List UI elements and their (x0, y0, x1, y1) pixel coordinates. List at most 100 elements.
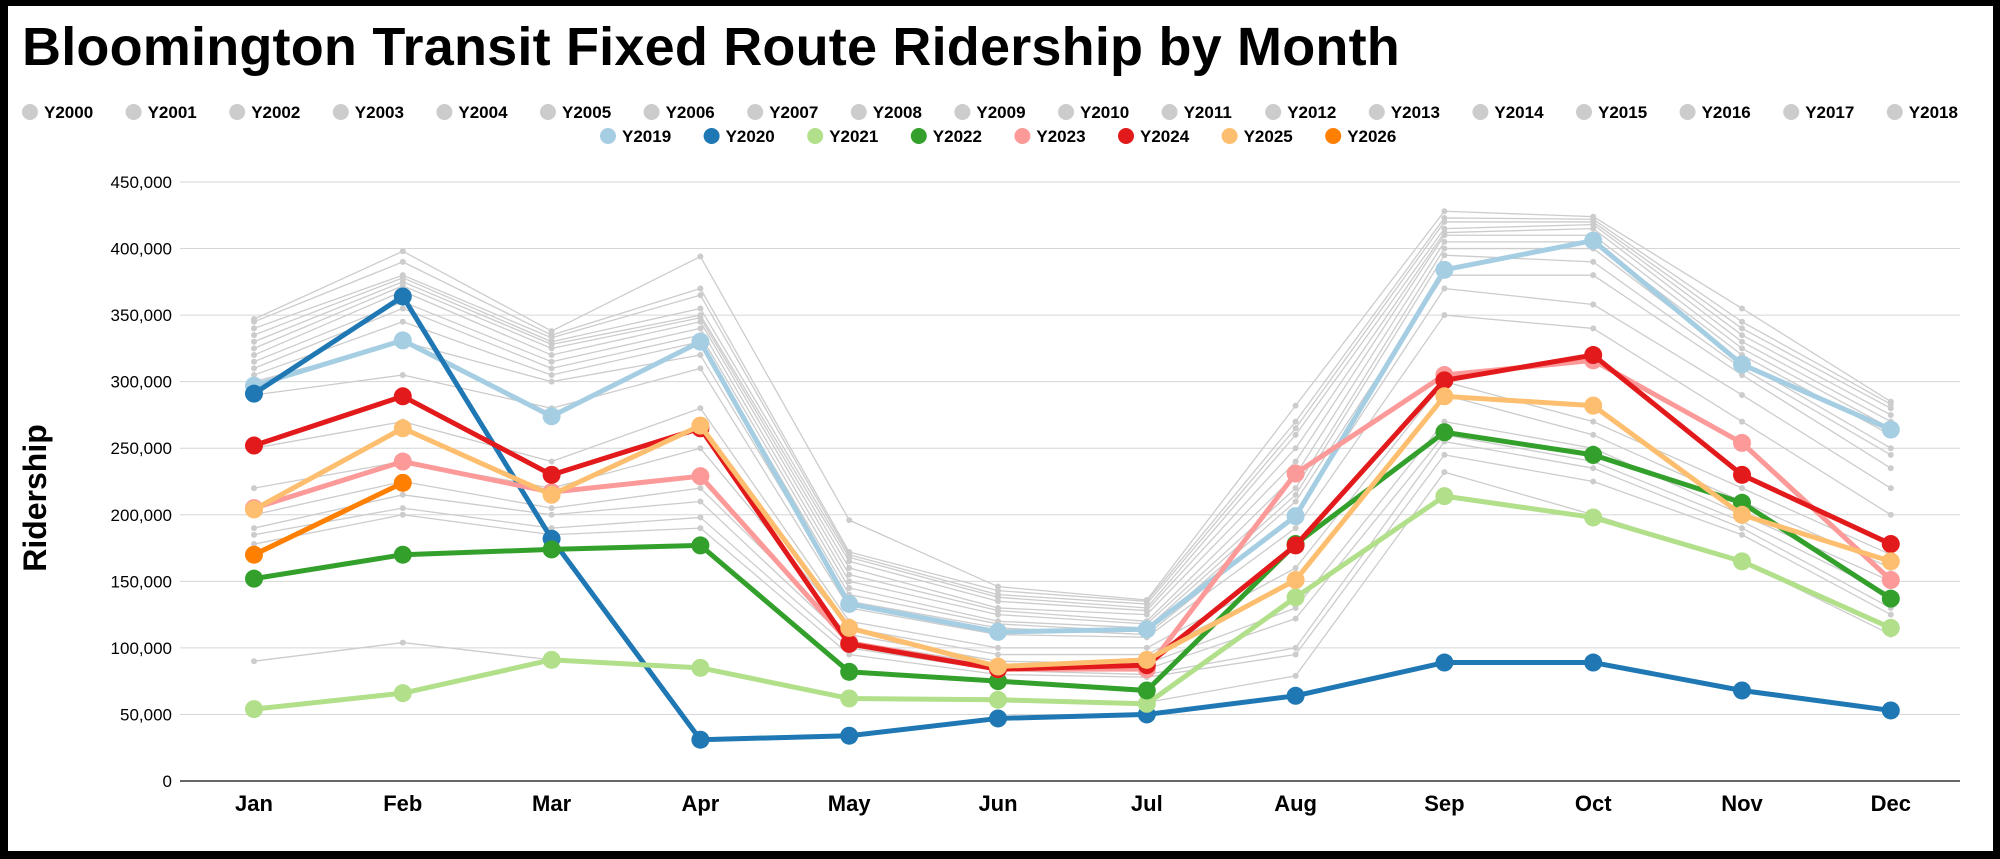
data-point[interactable] (691, 536, 710, 555)
data-point[interactable] (697, 365, 704, 372)
data-point[interactable] (1441, 238, 1448, 245)
legend-item[interactable]: Y2023 (1014, 127, 1086, 146)
data-point[interactable] (697, 405, 704, 412)
data-point[interactable] (1292, 425, 1299, 432)
series-y2018[interactable] (251, 208, 1894, 603)
data-point[interactable] (846, 565, 853, 572)
data-point[interactable] (251, 485, 257, 492)
data-point[interactable] (542, 540, 561, 559)
data-point[interactable] (1733, 433, 1751, 452)
data-point[interactable] (1441, 285, 1448, 292)
data-point[interactable] (1292, 565, 1299, 572)
data-point[interactable] (1441, 469, 1448, 476)
data-point[interactable] (1584, 396, 1603, 415)
data-point[interactable] (548, 458, 555, 465)
data-point[interactable] (245, 545, 263, 564)
legend-item[interactable]: Y2002 (229, 103, 300, 122)
series-y2007[interactable] (251, 312, 1894, 641)
legend-item[interactable]: Y2025 (1221, 127, 1293, 146)
data-point[interactable] (691, 730, 710, 749)
data-point[interactable] (1739, 345, 1745, 352)
data-point[interactable] (548, 511, 555, 518)
data-point[interactable] (548, 505, 555, 512)
data-point[interactable] (989, 622, 1007, 641)
data-point[interactable] (251, 531, 257, 538)
data-point[interactable] (1292, 491, 1299, 498)
data-point[interactable] (251, 325, 257, 332)
series-line[interactable] (252, 480, 404, 557)
data-point[interactable] (1881, 589, 1900, 608)
data-point[interactable] (393, 545, 412, 564)
data-point[interactable] (1739, 531, 1745, 538)
data-point[interactable] (399, 639, 406, 646)
data-point[interactable] (399, 272, 406, 279)
data-point[interactable] (1292, 402, 1299, 409)
data-point[interactable] (840, 662, 859, 681)
data-point[interactable] (245, 384, 263, 403)
data-point[interactable] (840, 618, 859, 637)
legend-item[interactable]: Y2003 (332, 103, 404, 122)
data-point[interactable] (1292, 445, 1299, 452)
data-point[interactable] (1739, 325, 1745, 332)
data-point[interactable] (1887, 511, 1894, 518)
data-point[interactable] (542, 485, 561, 504)
series-line[interactable] (253, 221, 1892, 605)
data-point[interactable] (1584, 231, 1603, 250)
data-point[interactable] (548, 328, 555, 335)
data-point[interactable] (1887, 451, 1894, 458)
data-point[interactable] (1292, 651, 1299, 658)
data-point[interactable] (995, 644, 1001, 651)
data-point[interactable] (251, 358, 257, 365)
data-point[interactable] (393, 452, 412, 471)
legend-item[interactable]: Y2004 (436, 103, 508, 122)
data-point[interactable] (245, 700, 263, 719)
data-point[interactable] (840, 726, 859, 745)
data-point[interactable] (846, 578, 853, 585)
data-point[interactable] (1733, 505, 1751, 524)
data-point[interactable] (542, 465, 561, 484)
series-line[interactable] (252, 293, 1892, 743)
data-point[interactable] (697, 352, 704, 359)
data-point[interactable] (1590, 258, 1597, 265)
data-point[interactable] (846, 584, 853, 591)
data-point[interactable] (251, 372, 257, 379)
legend-item[interactable]: Y2001 (125, 103, 197, 122)
data-point[interactable] (1292, 604, 1299, 611)
series-line[interactable] (253, 429, 1893, 693)
data-point[interactable] (1435, 371, 1454, 390)
data-point[interactable] (548, 358, 555, 365)
data-point[interactable] (1441, 252, 1448, 259)
series-y2019[interactable] (245, 231, 1900, 641)
data-point[interactable] (1739, 391, 1745, 398)
series-line[interactable] (253, 274, 1892, 633)
data-point[interactable] (245, 569, 263, 588)
data-point[interactable] (1143, 644, 1150, 651)
legend-item[interactable]: Y2009 (954, 103, 1026, 122)
data-point[interactable] (691, 332, 710, 351)
data-point[interactable] (1292, 615, 1299, 622)
series-y2001[interactable] (251, 451, 1894, 681)
legend-item[interactable]: Y2005 (540, 103, 611, 122)
data-point[interactable] (1887, 398, 1894, 405)
data-point[interactable] (1739, 305, 1745, 312)
data-point[interactable] (989, 657, 1007, 676)
data-point[interactable] (989, 709, 1007, 728)
data-point[interactable] (989, 690, 1007, 709)
data-point[interactable] (840, 634, 859, 653)
data-point[interactable] (1435, 653, 1454, 672)
data-point[interactable] (697, 253, 704, 260)
data-point[interactable] (1881, 552, 1900, 571)
series-line[interactable] (253, 234, 1892, 616)
data-point[interactable] (1292, 498, 1299, 505)
data-point[interactable] (251, 345, 257, 352)
data-point[interactable] (548, 372, 555, 379)
data-point[interactable] (995, 604, 1001, 611)
data-point[interactable] (251, 332, 257, 339)
series-y2011[interactable] (251, 245, 1894, 627)
legend-item[interactable]: Y2012 (1265, 103, 1336, 122)
data-point[interactable] (399, 305, 406, 312)
data-point[interactable] (399, 491, 406, 498)
data-point[interactable] (697, 485, 704, 492)
data-point[interactable] (399, 372, 406, 379)
data-point[interactable] (697, 285, 704, 292)
